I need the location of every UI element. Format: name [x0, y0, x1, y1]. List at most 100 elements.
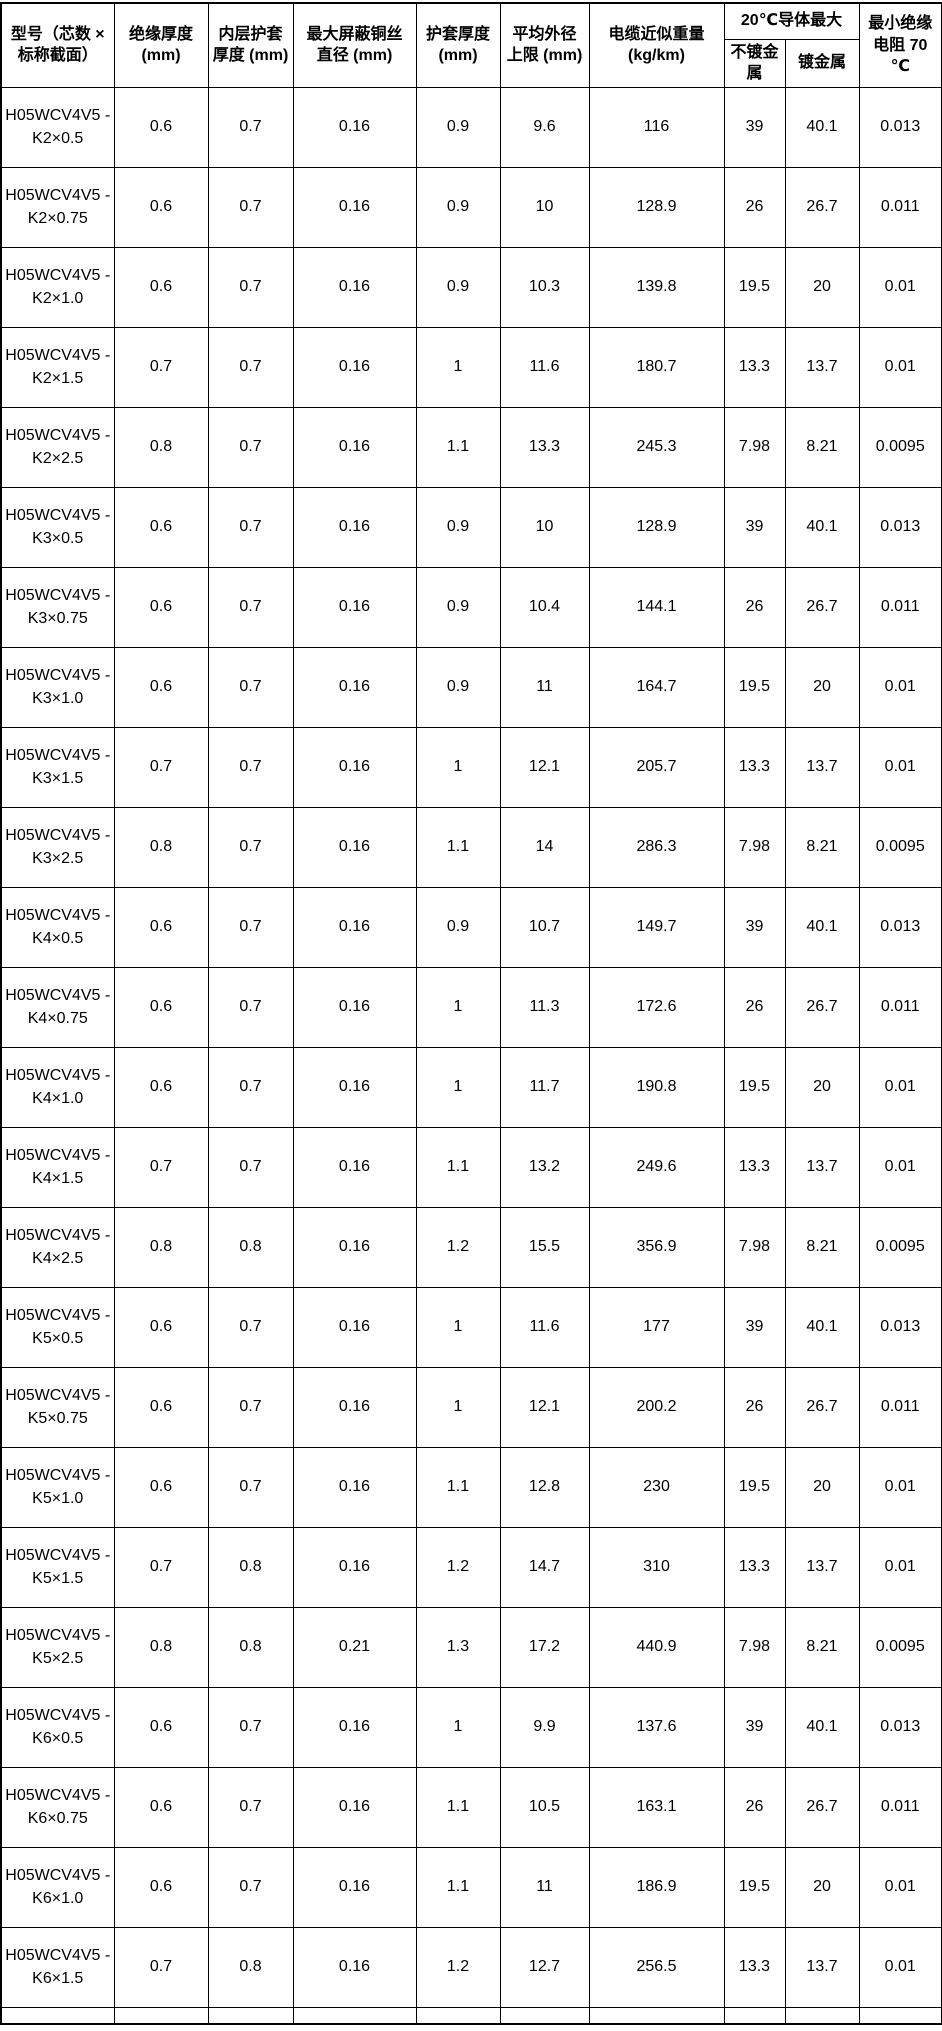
plated-cell: 8.21 [784, 1606, 860, 1688]
inner-sheath-cell: 0.7 [207, 1366, 294, 1448]
model-cell: H05WCV4V5 - K5×1.5 [0, 1526, 115, 1608]
max-shield-wire-cell: 0.21 [292, 1606, 417, 1688]
weight-cell: 245.3 [588, 406, 725, 488]
inner-sheath-cell: 0.7 [207, 1766, 294, 1848]
unplated-cell: 39 [723, 1686, 786, 1768]
table-row: H05WCV4V5 - K6×0.75 0.6 0.7 0.16 1.1 10.5 163.… [0, 1766, 942, 1848]
unplated-cell: 19.5 [723, 646, 786, 728]
min-resistance-cell: 0.01 [858, 1446, 942, 1528]
inner-sheath-cell: 0.8 [207, 1206, 294, 1288]
weight-cell: 200.2 [588, 1366, 725, 1448]
table-row: H05WCV4V5 - K6×0.5 0.6 0.7 0.16 1 9.9 137.6 39 4… [0, 1686, 942, 1768]
avg-od-cell: 17.2 [499, 1606, 590, 1688]
avg-od-cell: 15.5 [499, 1206, 590, 1288]
unplated-cell: 7.98 [723, 406, 786, 488]
insulation-cell: 0.8 [113, 1606, 209, 1688]
model-cell: H05WCV4V5 - K6×1.5 [0, 1926, 115, 2008]
min-resistance-cell: 0.01 [858, 326, 942, 408]
min-resistance-cell: 0.0095 [858, 1606, 942, 1688]
col-header-plated: 镀金属 [784, 38, 860, 88]
min-resistance-cell: 0.01 [858, 246, 942, 328]
model-cell: H05WCV4V5 - K5×2.5 [0, 1606, 115, 1688]
weight-cell: 116 [588, 86, 725, 168]
sheath-cell: 1 [415, 326, 501, 408]
col-header-conductor-group: 20℃导体最大 [723, 2, 860, 40]
avg-od-cell: 12.7 [499, 1926, 590, 2008]
plated-cell: 40.1 [784, 486, 860, 568]
min-resistance-cell: 0.01 [858, 1046, 942, 1128]
insulation-cell: 0.8 [113, 806, 209, 888]
weight-cell: 356.9 [588, 1206, 725, 1288]
avg-od-cell: 10 [499, 166, 590, 248]
inner-sheath-cell: 0.8 [207, 1606, 294, 1688]
sheath-cell: 0.9 [415, 566, 501, 648]
min-resistance-cell: 0.0095 [858, 406, 942, 488]
max-shield-wire-cell: 0.16 [292, 1126, 417, 1208]
avg-od-cell: 14 [499, 806, 590, 888]
unplated-cell: 26 [723, 966, 786, 1048]
table-row: H05WCV4V5 - K5×0.5 0.6 0.7 0.16 1 11.6 177 39 40… [0, 1286, 942, 1368]
min-resistance-cell: 0.011 [858, 166, 942, 248]
plated-cell: 26.7 [784, 566, 860, 648]
sheath-cell: 1.1 [415, 406, 501, 488]
plated-cell: 40.1 [784, 1686, 860, 1768]
empty-cell [588, 2006, 725, 2025]
sheath-cell: 1.3 [415, 1606, 501, 1688]
unplated-cell: 13.3 [723, 1926, 786, 2008]
unplated-cell: 39 [723, 1286, 786, 1368]
sheath-cell: 1 [415, 1686, 501, 1768]
insulation-cell: 0.7 [113, 726, 209, 808]
max-shield-wire-cell: 0.16 [292, 726, 417, 808]
max-shield-wire-cell: 0.16 [292, 886, 417, 968]
insulation-cell: 0.6 [113, 1446, 209, 1528]
min-resistance-cell: 0.013 [858, 1686, 942, 1768]
insulation-cell: 0.7 [113, 326, 209, 408]
table-row: H05WCV4V5 - K2×0.75 0.6 0.7 0.16 0.9 10 128.9 2… [0, 166, 942, 248]
model-cell: H05WCV4V5 - K3×1.0 [0, 646, 115, 728]
max-shield-wire-cell: 0.16 [292, 1046, 417, 1128]
unplated-cell: 19.5 [723, 1046, 786, 1128]
empty-cell [0, 2006, 115, 2025]
min-resistance-cell: 0.0095 [858, 806, 942, 888]
unplated-cell: 19.5 [723, 1446, 786, 1528]
weight-cell: 310 [588, 1526, 725, 1608]
min-resistance-cell: 0.013 [858, 1286, 942, 1368]
col-header-sheath: 护套厚度 (mm) [415, 2, 501, 88]
table-row: H05WCV4V5 - K3×0.5 0.6 0.7 0.16 0.9 10 128.9 39… [0, 486, 942, 568]
table-row-partial [0, 2006, 942, 2025]
empty-cell [292, 2006, 417, 2025]
weight-cell: 137.6 [588, 1686, 725, 1768]
sheath-cell: 1.1 [415, 1126, 501, 1208]
max-shield-wire-cell: 0.16 [292, 1926, 417, 2008]
avg-od-cell: 11 [499, 646, 590, 728]
inner-sheath-cell: 0.7 [207, 326, 294, 408]
sheath-cell: 1.1 [415, 1846, 501, 1928]
unplated-cell: 7.98 [723, 1606, 786, 1688]
avg-od-cell: 9.9 [499, 1686, 590, 1768]
model-cell: H05WCV4V5 - K3×0.75 [0, 566, 115, 648]
sheath-cell: 0.9 [415, 166, 501, 248]
unplated-cell: 7.98 [723, 806, 786, 888]
min-resistance-cell: 0.011 [858, 566, 942, 648]
table-row: H05WCV4V5 - K5×2.5 0.8 0.8 0.21 1.3 17.2 440.9… [0, 1606, 942, 1688]
weight-cell: 186.9 [588, 1846, 725, 1928]
insulation-cell: 0.8 [113, 406, 209, 488]
model-cell: H05WCV4V5 - K4×1.0 [0, 1046, 115, 1128]
avg-od-cell: 13.2 [499, 1126, 590, 1208]
model-cell: H05WCV4V5 - K4×0.5 [0, 886, 115, 968]
unplated-cell: 26 [723, 1366, 786, 1448]
table-header: 型号（芯数 × 标称截面） 绝缘厚度 (mm) 内层护套 厚度 (mm) 最大屏… [0, 2, 942, 88]
weight-cell: 256.5 [588, 1926, 725, 2008]
plated-cell: 8.21 [784, 806, 860, 888]
avg-od-cell: 12.1 [499, 1366, 590, 1448]
unplated-cell: 26 [723, 166, 786, 248]
model-cell: H05WCV4V5 - K2×0.75 [0, 166, 115, 248]
max-shield-wire-cell: 0.16 [292, 1846, 417, 1928]
inner-sheath-cell: 0.7 [207, 806, 294, 888]
model-cell: H05WCV4V5 - K4×0.75 [0, 966, 115, 1048]
empty-cell [499, 2006, 590, 2025]
inner-sheath-cell: 0.7 [207, 1846, 294, 1928]
header-row-top: 型号（芯数 × 标称截面） 绝缘厚度 (mm) 内层护套 厚度 (mm) 最大屏… [0, 2, 942, 88]
max-shield-wire-cell: 0.16 [292, 406, 417, 488]
avg-od-cell: 10.5 [499, 1766, 590, 1848]
